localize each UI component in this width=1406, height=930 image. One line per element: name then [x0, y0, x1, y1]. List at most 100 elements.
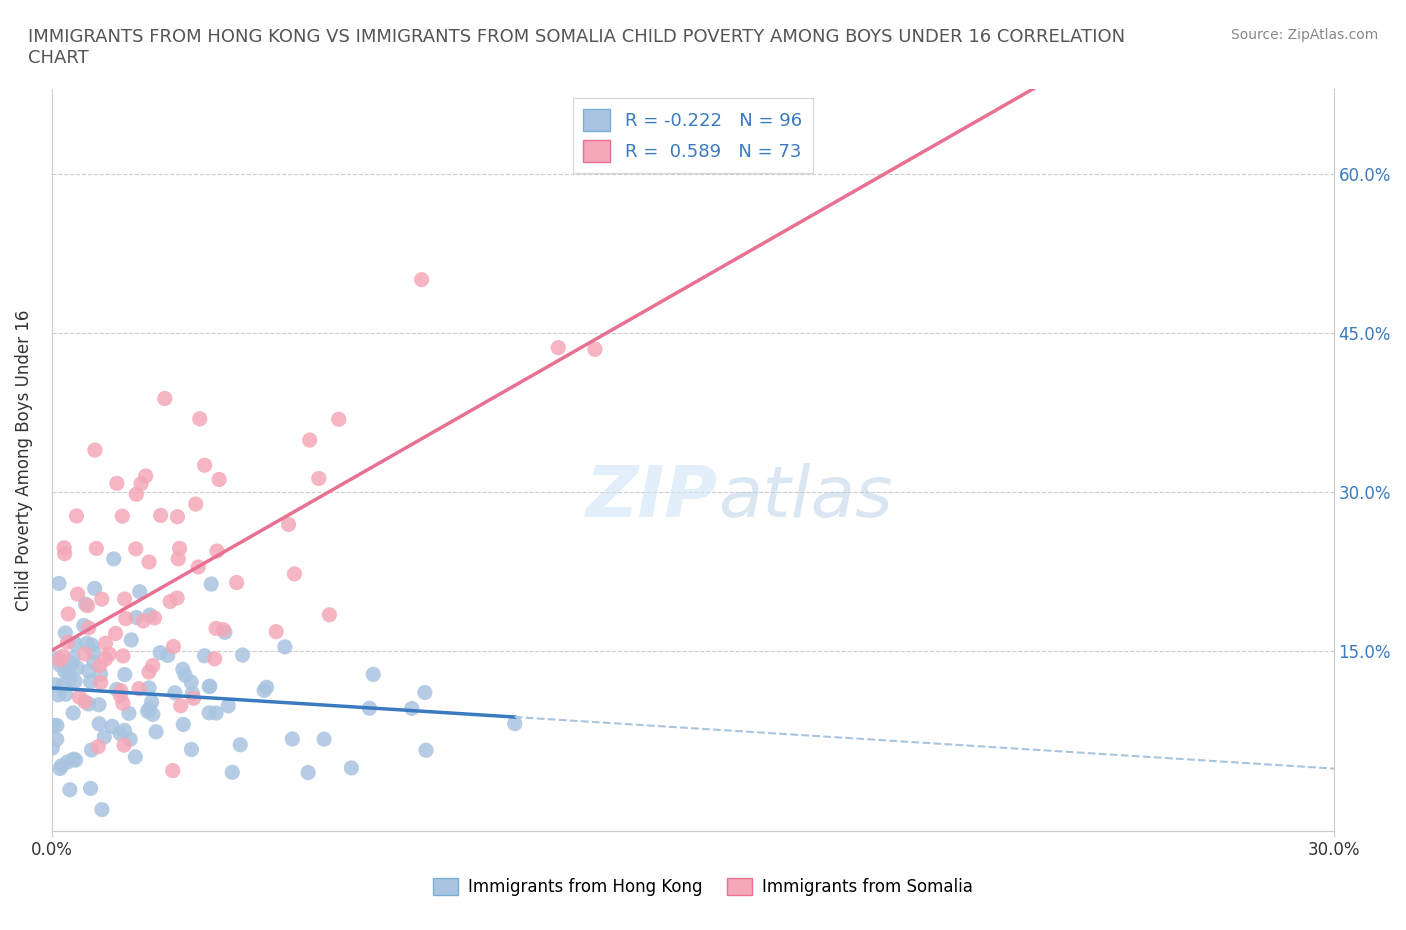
Point	[53, 626, 76, 641]
Point	[156, 648, 179, 663]
Point	[205, 706, 228, 721]
Point	[180, 674, 202, 689]
Point	[125, 486, 148, 501]
Point	[149, 645, 172, 660]
Point	[167, 551, 190, 566]
Point	[193, 648, 215, 663]
Point	[153, 391, 176, 405]
Point	[583, 342, 606, 357]
Point	[84, 443, 107, 458]
Point	[49, 658, 72, 672]
Point	[208, 472, 231, 487]
Point	[112, 737, 135, 752]
Point	[184, 497, 207, 512]
Point	[108, 726, 131, 741]
Point	[45, 732, 67, 747]
Point	[114, 723, 136, 737]
Point	[73, 618, 96, 633]
Point	[42, 718, 65, 733]
Point	[101, 719, 124, 734]
Point	[114, 591, 136, 606]
Point	[135, 469, 157, 484]
Point	[198, 679, 221, 694]
Point	[143, 610, 166, 625]
Point	[162, 764, 184, 778]
Point	[214, 625, 236, 640]
Point	[90, 675, 112, 690]
Point	[89, 716, 111, 731]
Point	[53, 664, 76, 679]
Point	[83, 581, 105, 596]
Point	[183, 691, 205, 706]
Point	[163, 685, 186, 700]
Point	[120, 732, 142, 747]
Point	[73, 646, 96, 661]
Point	[94, 636, 117, 651]
Point	[111, 648, 134, 663]
Point	[359, 701, 381, 716]
Point	[159, 594, 181, 609]
Point	[314, 732, 336, 747]
Point	[104, 626, 127, 641]
Point	[172, 662, 194, 677]
Point	[217, 698, 239, 713]
Point	[93, 729, 115, 744]
Point	[59, 782, 82, 797]
Point	[169, 541, 191, 556]
Point	[120, 632, 142, 647]
Point	[98, 646, 121, 661]
Point	[76, 598, 98, 613]
Point	[48, 651, 70, 666]
Point	[83, 644, 105, 659]
Point	[212, 622, 235, 637]
Point	[66, 587, 89, 602]
Text: ZIP: ZIP	[586, 462, 718, 532]
Point	[118, 706, 141, 721]
Point	[138, 665, 160, 680]
Point	[170, 698, 193, 713]
Point	[172, 717, 194, 732]
Point	[128, 584, 150, 599]
Point	[142, 658, 165, 673]
Point	[114, 667, 136, 682]
Point	[138, 681, 160, 696]
Point	[114, 611, 136, 626]
Point	[141, 695, 163, 710]
Point	[63, 674, 86, 689]
Point	[51, 758, 73, 773]
Point	[48, 653, 70, 668]
Point	[76, 636, 98, 651]
Point	[73, 695, 96, 710]
Point	[204, 651, 226, 666]
Y-axis label: Child Poverty Among Boys Under 16: Child Poverty Among Boys Under 16	[15, 310, 32, 611]
Point	[80, 742, 103, 757]
Point	[180, 742, 202, 757]
Text: atlas: atlas	[718, 462, 893, 532]
Point	[110, 688, 132, 703]
Point	[94, 652, 117, 667]
Point	[44, 677, 66, 692]
Point	[62, 751, 84, 766]
Point	[205, 621, 228, 636]
Point	[111, 696, 134, 711]
Point	[194, 458, 217, 472]
Text: Source: ZipAtlas.com: Source: ZipAtlas.com	[1230, 28, 1378, 42]
Point	[90, 591, 112, 606]
Point	[124, 750, 146, 764]
Point	[139, 607, 162, 622]
Point	[283, 566, 305, 581]
Point	[281, 732, 304, 747]
Point	[264, 624, 287, 639]
Point	[52, 678, 75, 693]
Point	[162, 639, 184, 654]
Point	[318, 607, 340, 622]
Point	[363, 667, 385, 682]
Point	[77, 663, 100, 678]
Point	[111, 509, 134, 524]
Point	[79, 781, 101, 796]
Point	[89, 667, 111, 682]
Point	[56, 665, 79, 680]
Point	[297, 765, 319, 780]
Text: IMMIGRANTS FROM HONG KONG VS IMMIGRANTS FROM SOMALIA CHILD POVERTY AMONG BOYS UN: IMMIGRANTS FROM HONG KONG VS IMMIGRANTS …	[28, 28, 1125, 67]
Point	[138, 701, 160, 716]
